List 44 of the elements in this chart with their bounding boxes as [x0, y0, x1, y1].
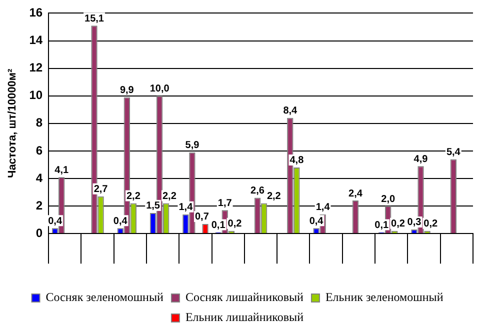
- data-label: 2,7: [94, 184, 108, 196]
- data-label: 0,4: [48, 216, 62, 227]
- legend-label: Сосняк лишайниковый: [185, 290, 304, 304]
- data-label: 1,4: [316, 202, 330, 214]
- data-label: 0,1: [374, 220, 389, 231]
- data-label: 2,2: [126, 191, 141, 202]
- data-label: 0,4: [113, 216, 128, 227]
- y-tick-label: 10: [29, 88, 43, 102]
- data-label: 5,9: [185, 140, 200, 152]
- y-tick-label: 16: [29, 6, 43, 20]
- data-label: 0,2: [228, 218, 242, 230]
- y-tick-label: 0: [36, 226, 43, 240]
- data-label: 0,7: [194, 212, 210, 223]
- y-axis-title: Частота, шт/10000м²: [6, 68, 19, 178]
- data-label: 0,4: [309, 216, 324, 227]
- legend-label: Ельник зеленомошный: [325, 290, 444, 304]
- y-tick-label: 2: [36, 198, 43, 212]
- data-label: 10,0: [150, 84, 170, 95]
- y-tick-label: 4: [36, 170, 43, 185]
- legend-label: Сосняк зеленомошный: [46, 290, 164, 304]
- legend-label: Ельник лишайниковый: [185, 310, 304, 324]
- data-label: 0,2: [391, 218, 406, 230]
- data-label: 0,2: [424, 218, 438, 230]
- data-label: 8,4: [283, 106, 298, 117]
- data-label: 2,4: [348, 188, 363, 200]
- data-label: 4,9: [414, 154, 428, 165]
- data-label: 4,1: [54, 164, 69, 176]
- data-label: 15,1: [84, 13, 104, 24]
- data-label: 1,7: [218, 198, 232, 209]
- data-label: 9,9: [120, 84, 134, 96]
- data-label: 0,1: [211, 220, 226, 231]
- data-label: 0,3: [407, 217, 422, 228]
- y-tick-label: 8: [36, 116, 43, 130]
- data-label: 1,4: [178, 202, 194, 214]
- y-tick-label: 12: [29, 60, 43, 75]
- data-label: 2,0: [381, 194, 396, 205]
- data-label: 2,2: [266, 191, 282, 202]
- data-label: 2,2: [162, 191, 177, 202]
- y-tick-label: 6: [36, 143, 43, 158]
- y-tick-label: 14: [29, 33, 43, 48]
- data-label: 1,5: [146, 200, 160, 212]
- data-label: 2,6: [250, 186, 265, 197]
- data-label: 4,8: [290, 155, 304, 166]
- data-label: 5,4: [446, 146, 461, 158]
